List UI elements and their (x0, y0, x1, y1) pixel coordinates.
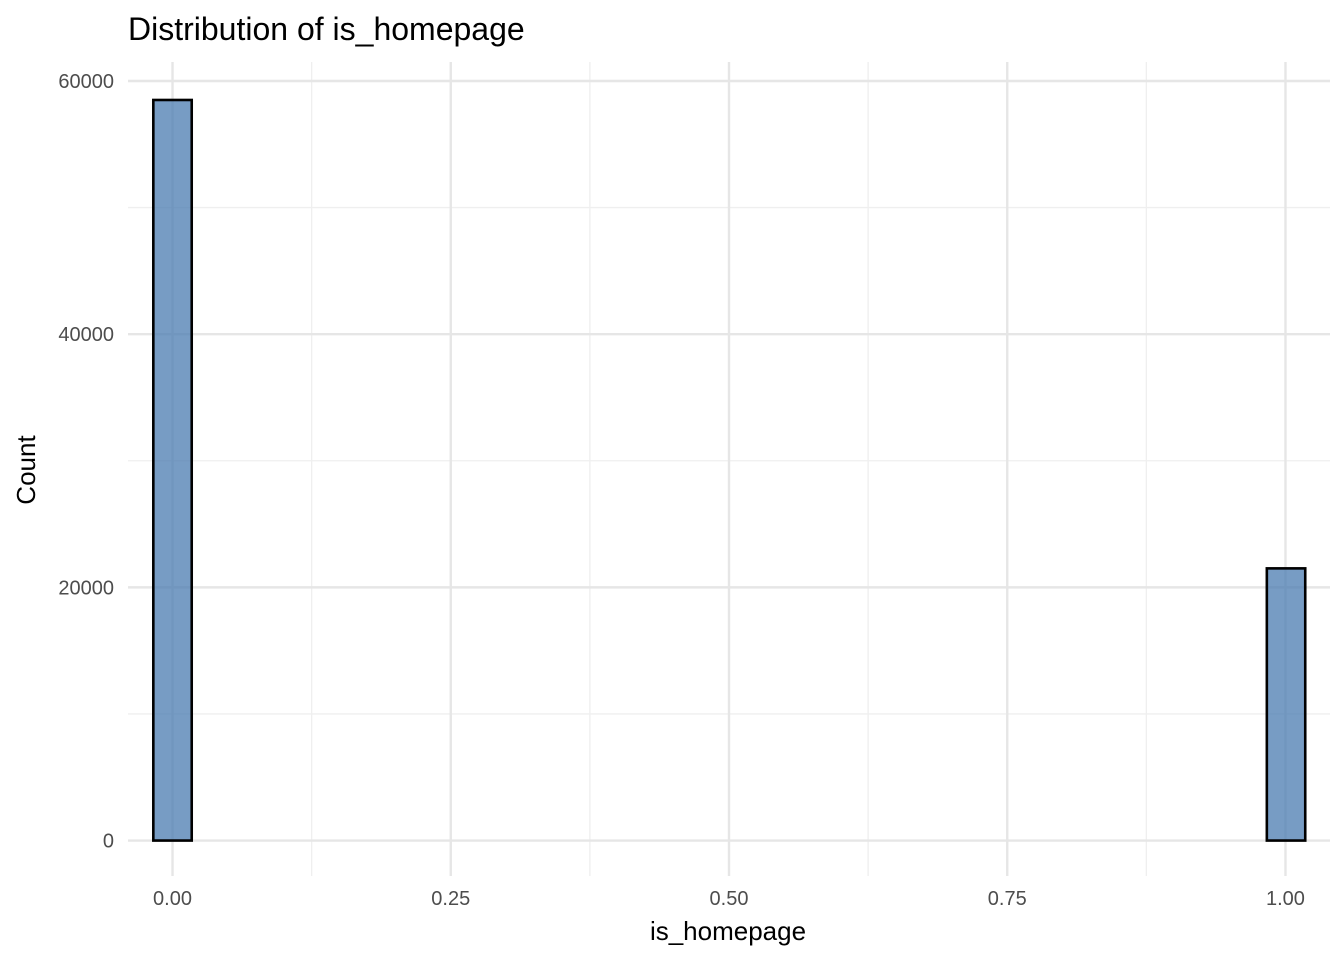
x-axis-ticks: 0.00 0.25 0.50 0.75 1.00 (153, 888, 1305, 910)
x-tick-label: 1.00 (1266, 888, 1305, 910)
y-tick-label: 20000 (58, 577, 114, 599)
x-tick-label: 0.75 (988, 888, 1027, 910)
histogram-bar (152, 98, 194, 842)
y-tick-label: 60000 (58, 71, 114, 93)
x-tick-label: 0.00 (153, 888, 192, 910)
x-axis-title: is_homepage (650, 916, 806, 946)
y-tick-label: 40000 (58, 324, 114, 346)
x-tick-label: 0.50 (710, 888, 749, 910)
y-axis-title: Count (11, 435, 41, 505)
x-tick-label: 0.25 (431, 888, 470, 910)
bars (152, 98, 1307, 842)
y-axis-ticks: 0 20000 40000 60000 (58, 71, 114, 853)
chart-title: Distribution of is_homepage (128, 11, 525, 47)
grid (128, 62, 1330, 876)
y-tick-label: 0 (103, 831, 114, 853)
histogram-bar (1265, 567, 1307, 842)
